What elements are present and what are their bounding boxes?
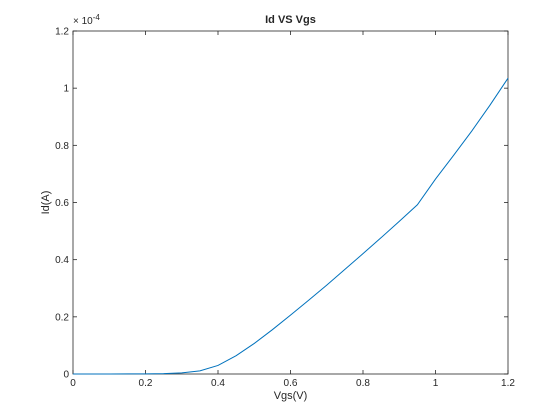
plot-area: 0 0.2 0.4 0.6 0.8 1 1.2 0 0.2 0.4 0.6 0.8 1 1.2 <box>55 27 515 390</box>
y-axis-exponent: × 10-4 <box>73 13 100 27</box>
axes-box <box>72 30 509 375</box>
y-axis-label: Id(A) <box>40 191 52 215</box>
x-tick-label: 0 <box>70 378 76 389</box>
y-axis-exponent-base: × 10 <box>73 16 93 27</box>
y-tick-label: 1 <box>63 84 69 95</box>
y-tick-label: 0 <box>63 370 69 381</box>
chart-title: Id VS Vgs <box>265 14 316 26</box>
x-tick-label: 0.8 <box>356 378 370 389</box>
x-axis-label: Vgs(V) <box>274 390 308 402</box>
x-axis-ticks: 0 0.2 0.4 0.6 0.8 1 1.2 <box>70 31 515 389</box>
y-tick-label: 0.2 <box>55 312 69 323</box>
x-tick-label: 0.6 <box>284 378 298 389</box>
y-axis-exponent-power: -4 <box>93 13 101 22</box>
x-tick-label: 1.2 <box>501 378 515 389</box>
x-tick-label: 0.2 <box>139 378 153 389</box>
y-tick-label: 0.6 <box>55 198 69 209</box>
y-axis-ticks: 0 0.2 0.4 0.6 0.8 1 1.2 <box>55 27 508 381</box>
series-line <box>72 77 509 375</box>
x-tick-label: 1 <box>433 378 439 389</box>
y-tick-label: 0.8 <box>55 141 69 152</box>
y-tick-label: 0.4 <box>55 255 69 266</box>
y-tick-label: 1.2 <box>55 27 69 38</box>
x-tick-label: 0.4 <box>211 378 225 389</box>
series-layer <box>72 77 509 375</box>
